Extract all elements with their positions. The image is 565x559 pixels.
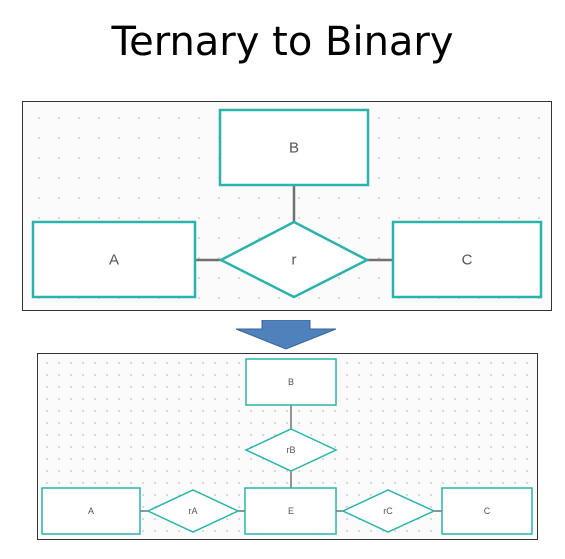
binary-diagram-panel: B rB A rA E rC C: [37, 353, 538, 540]
relationship-r[interactable]: r: [221, 222, 367, 297]
entity-c[interactable]: C: [393, 222, 541, 297]
entity-c-label: C: [462, 252, 473, 269]
page-title: Ternary to Binary: [0, 14, 565, 70]
down-arrow-icon: [235, 320, 337, 350]
relationship-rc[interactable]: rC: [343, 490, 434, 532]
relationship-rb[interactable]: rB: [246, 429, 336, 471]
entity-e-label: E: [288, 506, 294, 516]
entity-a-label: A: [109, 252, 119, 269]
entity-c[interactable]: C: [442, 488, 532, 534]
entity-a[interactable]: A: [42, 488, 140, 534]
binary-diagram: B rB A rA E rC C: [38, 354, 538, 540]
relationship-ra-label: rA: [189, 506, 198, 516]
entity-a[interactable]: A: [33, 222, 195, 297]
relationship-r-label: r: [292, 252, 297, 269]
ternary-diagram-panel: B A C r: [22, 101, 552, 311]
entity-b[interactable]: B: [220, 110, 368, 185]
entity-e[interactable]: E: [245, 488, 336, 534]
entity-c-label: C: [484, 506, 491, 516]
relationship-rc-label: rC: [383, 506, 393, 516]
entity-b[interactable]: B: [246, 359, 336, 405]
entity-b-label: B: [289, 140, 299, 157]
entity-a-label: A: [88, 506, 94, 516]
relationship-rb-label: rB: [287, 445, 296, 455]
entity-b-label: B: [288, 377, 294, 387]
ternary-diagram: B A C r: [23, 102, 552, 311]
relationship-ra[interactable]: rA: [148, 490, 238, 532]
